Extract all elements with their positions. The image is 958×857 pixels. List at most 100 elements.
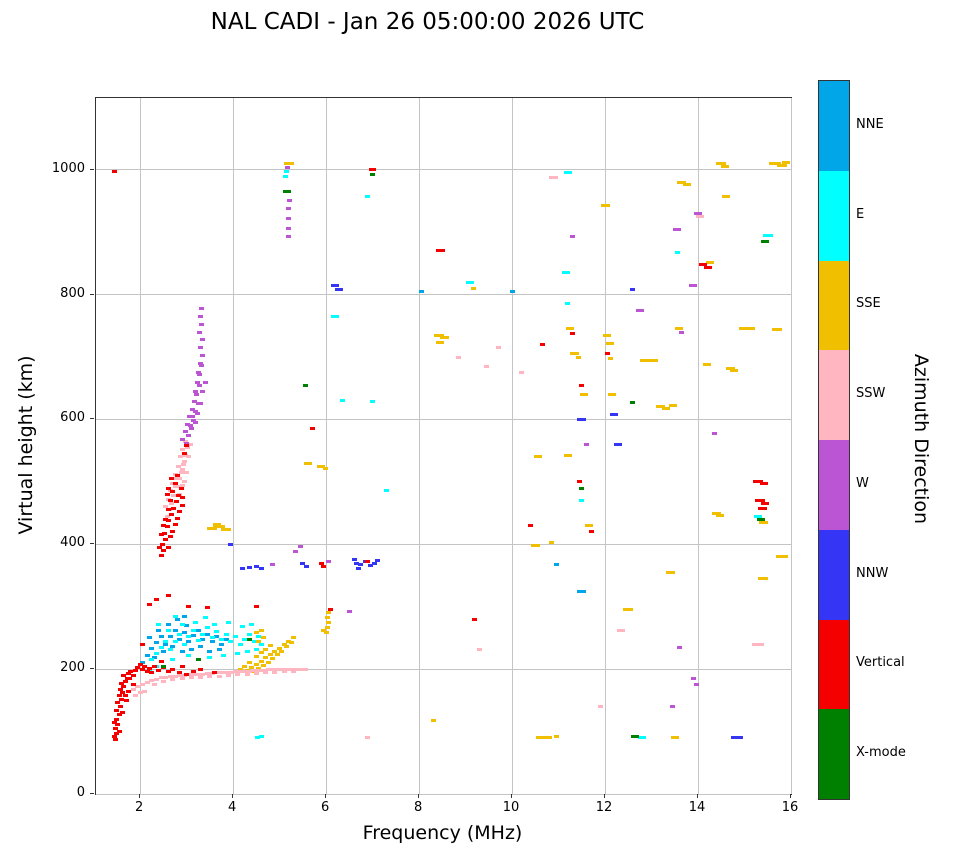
data-point [281, 643, 287, 647]
data-point [577, 417, 587, 421]
data-point [192, 389, 198, 393]
data-point [185, 422, 191, 426]
data-point [258, 642, 264, 646]
data-point [256, 635, 262, 639]
data-point [239, 566, 245, 570]
data-point [258, 735, 264, 739]
colorbar-category-label: E [856, 206, 865, 222]
data-point [195, 628, 201, 632]
data-point [165, 622, 171, 626]
data-point [758, 520, 768, 524]
data-point [207, 650, 213, 654]
data-point [260, 668, 266, 672]
data-point [158, 676, 164, 680]
colorbar-segment-sse [819, 260, 849, 351]
data-point [212, 522, 221, 526]
data-point [182, 430, 188, 434]
data-point [228, 670, 234, 674]
data-point [126, 672, 132, 676]
data-point [673, 227, 682, 231]
data-point [561, 271, 570, 275]
data-point [177, 632, 183, 636]
data-point [156, 628, 162, 632]
data-point [334, 288, 343, 292]
data-point [172, 674, 178, 678]
data-point [225, 620, 231, 624]
data-point [187, 442, 193, 446]
data-point [583, 442, 589, 446]
data-point [195, 658, 201, 662]
data-point [288, 640, 294, 644]
data-point [123, 698, 129, 702]
data-point [570, 352, 580, 356]
data-point [242, 665, 248, 669]
data-point [116, 693, 122, 697]
data-point [223, 670, 229, 674]
data-point [164, 514, 170, 518]
data-point [114, 731, 120, 735]
data-point [178, 471, 184, 475]
x-tick-label: 4 [227, 800, 237, 815]
data-point [694, 682, 700, 686]
data-point [738, 327, 755, 331]
data-point [237, 670, 243, 674]
data-point [207, 527, 218, 531]
data-point [167, 647, 173, 651]
data-point [251, 668, 257, 672]
data-point [256, 667, 262, 671]
data-point [139, 682, 145, 686]
data-point [284, 170, 290, 174]
data-point [630, 401, 636, 405]
data-point [679, 330, 685, 334]
data-point [198, 402, 204, 406]
gridline-x [697, 98, 699, 794]
data-point [169, 502, 175, 506]
data-point [177, 670, 183, 674]
data-point [126, 689, 132, 693]
data-point [284, 667, 290, 671]
data-point [544, 736, 553, 740]
data-point [160, 664, 166, 668]
data-point [689, 283, 698, 287]
data-point [675, 327, 684, 331]
data-point [768, 162, 781, 166]
data-point [172, 614, 178, 618]
colorbar [818, 80, 850, 800]
data-point [228, 640, 234, 644]
data-point [172, 522, 178, 526]
data-point [209, 640, 215, 644]
data-point [113, 737, 119, 741]
gridline-x [418, 98, 420, 794]
data-point [158, 645, 164, 649]
data-point [263, 671, 269, 675]
data-point [285, 165, 291, 169]
data-point [144, 669, 150, 673]
data-point [318, 561, 324, 565]
data-point [161, 531, 167, 535]
data-point [721, 194, 730, 198]
data-point [339, 399, 345, 403]
data-point [160, 524, 166, 528]
data-point [160, 650, 166, 654]
data-point [630, 288, 636, 292]
data-point [133, 668, 138, 672]
data-point [179, 483, 185, 487]
data-point [605, 341, 614, 345]
data-point [272, 670, 278, 674]
data-point [603, 333, 612, 337]
data-point [144, 653, 150, 657]
data-point [293, 550, 299, 554]
y-tick-label: 0 [76, 785, 85, 800]
data-point [199, 364, 205, 368]
data-point [761, 501, 770, 505]
gridline-y [96, 793, 791, 795]
data-point [279, 649, 285, 653]
x-tick-label: 8 [413, 800, 423, 815]
data-point [698, 263, 707, 267]
data-point [160, 549, 166, 553]
data-point [171, 494, 177, 498]
data-point [159, 542, 165, 546]
data-point [178, 486, 184, 490]
data-point [730, 736, 740, 740]
